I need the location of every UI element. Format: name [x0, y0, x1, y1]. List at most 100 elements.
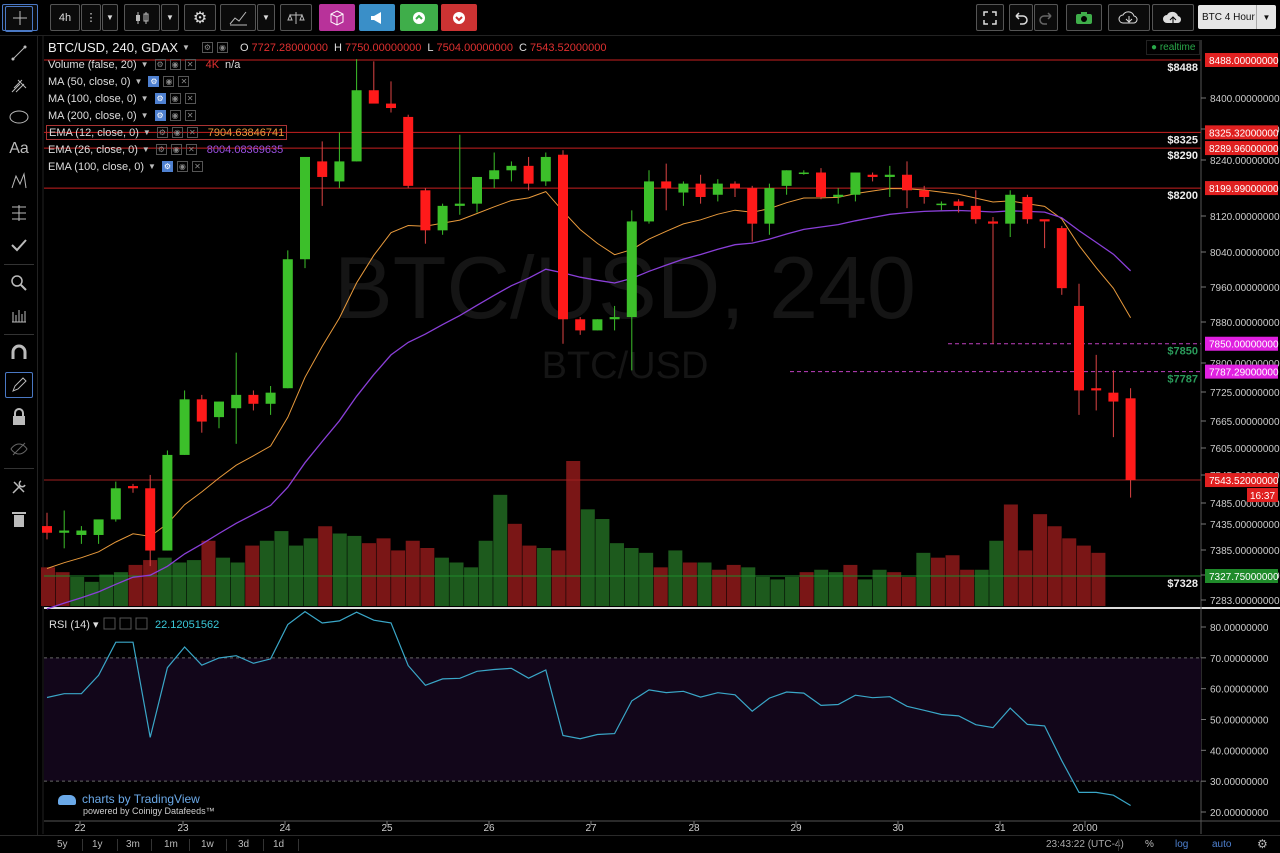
chevron-down-icon[interactable]: ▼: [142, 128, 151, 137]
chevron-down-icon[interactable]: ▼: [182, 43, 190, 52]
eye-icon[interactable]: ◉: [163, 76, 175, 87]
announce-button[interactable]: [359, 4, 395, 31]
stay-in-drawing-mode[interactable]: [5, 372, 33, 398]
interval-button[interactable]: 4h: [50, 4, 80, 31]
chevron-down-icon[interactable]: ▼: [134, 77, 143, 86]
settings-icon[interactable]: ⚙: [156, 127, 168, 138]
settings-icon[interactable]: ⚙: [201, 42, 213, 53]
indicator-row[interactable]: EMA (26, close, 0) ▼ ⚙ ◉ ✕ 8004.08369635: [48, 142, 283, 157]
indicator-row[interactable]: EMA (12, close, 0) ▼ ⚙ ◉ ✕ 7904.63846741: [46, 125, 288, 140]
close-icon[interactable]: ✕: [184, 110, 196, 121]
candle-body: [1074, 305, 1084, 391]
chevron-down-icon[interactable]: ▼: [140, 60, 149, 69]
settings-icon[interactable]: ⚙: [161, 161, 173, 172]
delete-drawings[interactable]: [5, 506, 33, 532]
settings-icon[interactable]: ⚙: [155, 144, 167, 155]
rsi-tick-label: 60.00000000: [1210, 685, 1269, 696]
range-button-3d[interactable]: 3d: [238, 839, 250, 850]
range-button-1d[interactable]: 1d: [273, 839, 285, 850]
save-layout-button[interactable]: [1152, 4, 1194, 31]
pattern-tool[interactable]: [5, 168, 33, 194]
chevron-down-icon[interactable]: ▼: [141, 145, 150, 154]
interval-dropdown[interactable]: ▼: [102, 4, 118, 31]
rsi-label[interactable]: RSI (14) ▾: [49, 619, 99, 631]
settings-button[interactable]: ⚙: [184, 4, 216, 31]
load-layout-button[interactable]: [1108, 4, 1150, 31]
chevron-down-icon[interactable]: ▼: [148, 162, 156, 171]
indicator-row[interactable]: MA (100, close, 0) ▼ ⚙ ◉ ✕: [48, 91, 196, 106]
prediction-tool[interactable]: [5, 232, 33, 258]
volume-bar: [609, 543, 624, 606]
chart-type-dropdown[interactable]: ▼: [161, 4, 179, 31]
fullscreen-button[interactable]: [976, 4, 1004, 31]
settings-icon[interactable]: ⚙: [154, 110, 166, 121]
settings-icon[interactable]: ⚙: [148, 76, 160, 87]
indicator-label: MA (50, close, 0): [48, 75, 131, 88]
volume-bar: [376, 538, 391, 606]
text-tool[interactable]: Aa: [5, 136, 33, 162]
trend-line-tool[interactable]: [5, 40, 33, 66]
eye-icon[interactable]: ◉: [169, 59, 181, 70]
undo-button[interactable]: [1009, 4, 1033, 31]
close-icon[interactable]: ✕: [184, 93, 196, 104]
chevron-down-icon: ▼: [166, 13, 174, 22]
drawing-toolbar: Aa: [0, 6, 38, 853]
eye-icon[interactable]: ◉: [176, 161, 188, 172]
close-icon[interactable]: ✕: [184, 59, 196, 70]
tools-menu[interactable]: [5, 474, 33, 500]
indicator-row[interactable]: MA (200, close, 0) ▼ ⚙ ◉ ✕: [48, 108, 196, 123]
auto-toggle[interactable]: auto: [1212, 839, 1232, 850]
buy-button[interactable]: [400, 4, 438, 31]
settings-icon[interactable]: ⚙: [154, 93, 166, 104]
zoom-tool[interactable]: [5, 270, 33, 296]
eye-icon[interactable]: ◉: [170, 144, 182, 155]
close-icon[interactable]: ✕: [178, 76, 190, 87]
ellipse-tool[interactable]: [5, 104, 33, 130]
eye-icon[interactable]: ◉: [169, 110, 181, 121]
pitchfork-tool[interactable]: [5, 72, 33, 98]
eye-icon[interactable]: ◉: [169, 93, 181, 104]
range-button-1m[interactable]: 1m: [164, 839, 178, 850]
eye-icon[interactable]: ◉: [216, 42, 228, 53]
indicators-dropdown[interactable]: ▼: [257, 4, 275, 31]
range-button-3m[interactable]: 3m: [126, 839, 140, 850]
indicator-row[interactable]: MA (50, close, 0) ▼ ⚙ ◉ ✕: [48, 74, 190, 89]
chart-type-button[interactable]: [124, 4, 160, 31]
cursor-tool[interactable]: [5, 6, 33, 32]
sell-button[interactable]: [441, 4, 477, 31]
settings-icon[interactable]: ⚙: [154, 59, 166, 70]
symbol-title[interactable]: BTC/USD, 240, GDAX: [48, 40, 179, 55]
lock-tool[interactable]: [5, 404, 33, 430]
volume-bar: [55, 572, 70, 606]
snapshot-button[interactable]: [1066, 4, 1102, 31]
chevron-down-icon[interactable]: ▼: [140, 94, 149, 103]
indicator-row[interactable]: EMA (100, close, 0) ▼ ⚙ ◉ ✕: [48, 159, 203, 174]
candle-body: [265, 392, 276, 404]
percent-toggle[interactable]: %: [1145, 839, 1154, 850]
layout-select[interactable]: BTC 4 Hour ▼: [1198, 5, 1276, 29]
range-button-1w[interactable]: 1w: [201, 839, 214, 850]
realtime-badge: ● realtime: [1146, 40, 1201, 55]
close-icon[interactable]: ✕: [185, 144, 197, 155]
tradingview-logo[interactable]: charts by TradingView powered by Coinigy…: [58, 792, 215, 816]
measure-tool[interactable]: [5, 302, 33, 328]
gear-icon[interactable]: ⚙: [1257, 837, 1268, 851]
indicator-row[interactable]: Volume (false, 20) ▼ ⚙ ◉ ✕ 4K n/a: [48, 57, 240, 72]
range-button-1y[interactable]: 1y: [92, 839, 103, 850]
indicators-button[interactable]: [220, 4, 256, 31]
price-level-text: 8199.99000000: [1209, 184, 1279, 195]
range-button-5y[interactable]: 5y: [57, 839, 68, 850]
eye-icon[interactable]: ◉: [171, 127, 183, 138]
fib-tool[interactable]: [5, 200, 33, 226]
compare-button[interactable]: [280, 4, 312, 31]
cube-button[interactable]: [319, 4, 355, 31]
more-options-button[interactable]: ⋮: [81, 4, 101, 31]
chevron-down-icon[interactable]: ▼: [140, 111, 149, 120]
close-icon[interactable]: ✕: [191, 161, 203, 172]
magnet-tool[interactable]: [5, 340, 33, 366]
close-icon[interactable]: ✕: [186, 127, 198, 138]
log-toggle[interactable]: log: [1175, 839, 1189, 850]
redo-button[interactable]: [1034, 4, 1058, 31]
hide-drawings-tool[interactable]: [5, 436, 33, 462]
